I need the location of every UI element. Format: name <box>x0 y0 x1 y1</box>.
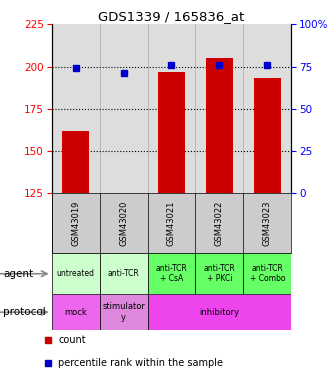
Text: GSM43020: GSM43020 <box>119 200 128 246</box>
Text: count: count <box>58 335 86 345</box>
Text: GSM43022: GSM43022 <box>215 200 224 246</box>
Text: untreated: untreated <box>57 269 95 278</box>
Bar <box>52 253 100 294</box>
Text: protocol: protocol <box>3 307 46 317</box>
Bar <box>243 253 291 294</box>
Text: GSM43023: GSM43023 <box>263 200 272 246</box>
Text: anti-TCR: anti-TCR <box>108 269 140 278</box>
Bar <box>100 294 148 330</box>
Bar <box>158 72 185 193</box>
Text: anti-TCR
+ CsA: anti-TCR + CsA <box>156 264 187 284</box>
Text: stimulator
y: stimulator y <box>102 303 145 322</box>
Bar <box>206 58 233 193</box>
Text: GSM43019: GSM43019 <box>71 200 80 246</box>
Text: mock: mock <box>64 308 87 316</box>
Text: percentile rank within the sample: percentile rank within the sample <box>58 358 223 368</box>
Bar <box>195 253 243 294</box>
Text: agent: agent <box>3 269 33 279</box>
Bar <box>148 294 291 330</box>
Bar <box>148 253 195 294</box>
Bar <box>100 253 148 294</box>
Bar <box>62 131 89 193</box>
Text: GSM43021: GSM43021 <box>167 200 176 246</box>
Text: anti-TCR
+ Combo: anti-TCR + Combo <box>250 264 285 284</box>
Title: GDS1339 / 165836_at: GDS1339 / 165836_at <box>98 10 245 23</box>
Text: inhibitory: inhibitory <box>199 308 239 316</box>
Text: anti-TCR
+ PKCi: anti-TCR + PKCi <box>203 264 235 284</box>
Bar <box>52 294 100 330</box>
Bar <box>254 78 281 193</box>
